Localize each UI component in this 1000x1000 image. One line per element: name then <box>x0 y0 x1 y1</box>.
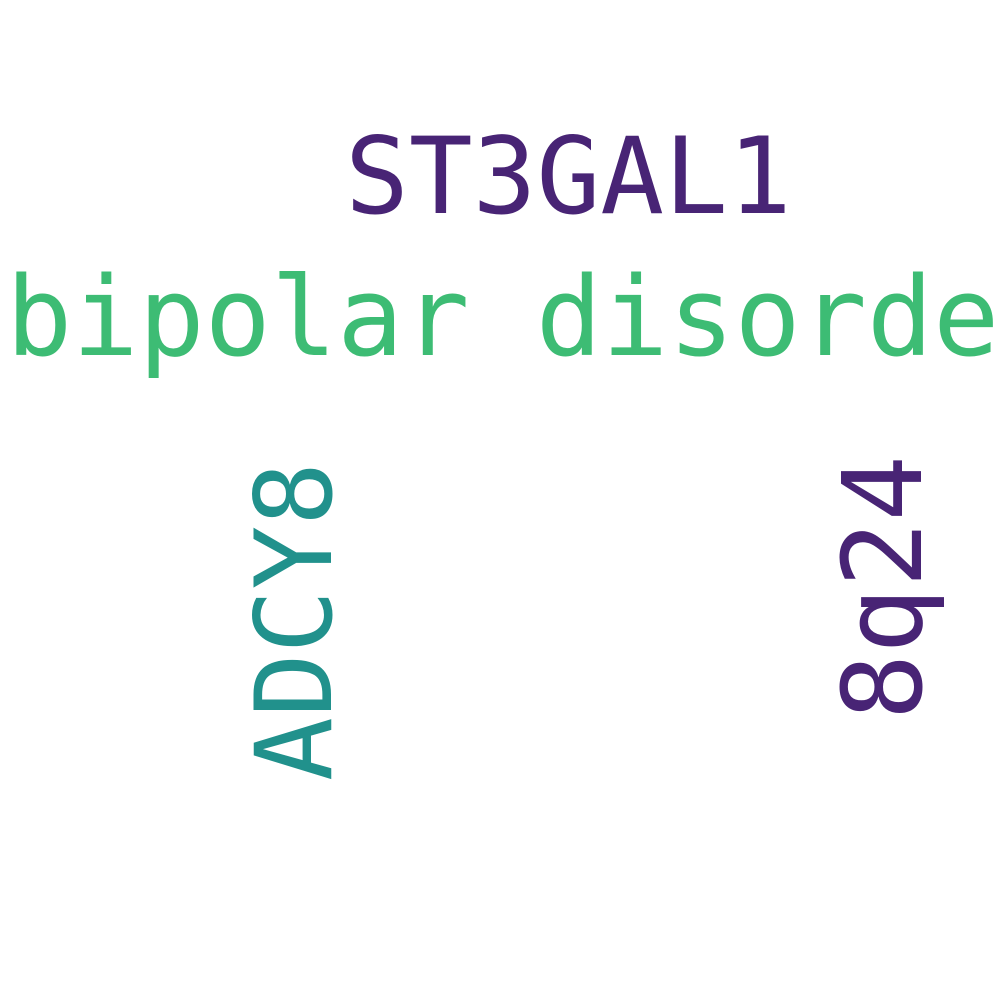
word-bipolar-disorder: bipolar disorder <box>6 253 1000 381</box>
word-adcy8: ADCY8 <box>233 461 356 781</box>
word-st3gal1: ST3GAL1 <box>345 115 792 238</box>
word-8q24: 8q24 <box>819 455 947 720</box>
